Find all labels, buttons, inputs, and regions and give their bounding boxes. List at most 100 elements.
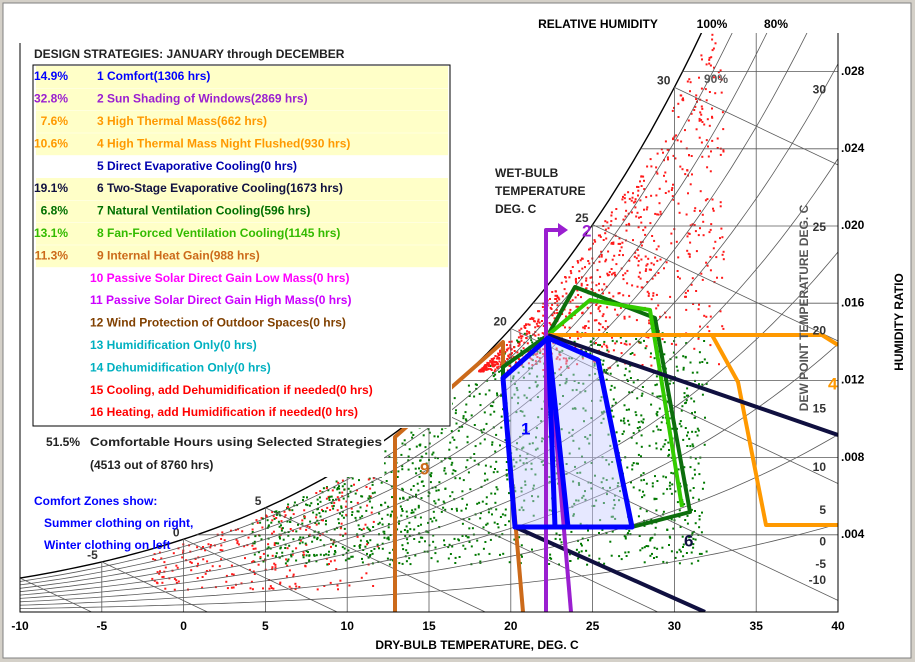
hour-dot	[668, 453, 671, 456]
hour-dot	[249, 587, 252, 590]
hour-dot	[537, 416, 540, 419]
hour-dot	[401, 562, 404, 565]
hour-dot	[654, 256, 657, 259]
hour-dot	[292, 513, 295, 516]
summary-percent: 51.5%	[46, 435, 80, 449]
hour-dot	[330, 538, 333, 541]
hour-dot	[488, 389, 491, 392]
hour-dot	[487, 531, 490, 534]
hour-dot	[319, 490, 322, 493]
hour-dot	[480, 429, 483, 432]
hour-dot	[369, 554, 372, 556]
hour-dot	[628, 529, 631, 532]
hour-dot	[279, 537, 281, 540]
hour-dot	[706, 118, 709, 121]
hour-dot	[358, 528, 361, 530]
hour-dot	[530, 339, 533, 342]
hour-dot	[718, 363, 720, 366]
hour-dot	[284, 562, 287, 565]
rh-title: RELATIVE HUMIDITY	[538, 17, 658, 31]
hour-dot	[260, 538, 263, 541]
hour-dot	[577, 305, 580, 308]
hour-dot	[337, 518, 340, 521]
wet-bulb-label: 20	[493, 315, 507, 329]
hour-dot	[531, 495, 533, 498]
hour-dot	[674, 157, 677, 160]
hour-dot	[530, 468, 533, 471]
hour-dot	[658, 395, 661, 398]
legend-entry: 12 Wind Protection of Outdoor Spaces(0 h…	[90, 316, 346, 330]
hour-dot	[488, 363, 491, 366]
hour-dot	[367, 541, 370, 544]
hour-dot	[565, 360, 568, 363]
hour-dot	[410, 488, 413, 491]
hour-dot	[600, 481, 603, 484]
hour-dot	[661, 416, 664, 419]
hour-dot	[527, 350, 530, 353]
hour-dot	[358, 546, 361, 549]
hour-dot	[525, 457, 528, 460]
hour-dot	[354, 492, 357, 495]
hour-dot	[181, 556, 184, 559]
hour-dot	[371, 492, 374, 495]
hour-dot	[688, 232, 691, 235]
hour-dot	[576, 330, 579, 333]
hour-dot	[316, 588, 319, 591]
hour-dot	[663, 174, 665, 177]
hour-dot	[657, 272, 660, 274]
hour-dot	[565, 292, 568, 295]
hour-dot	[417, 506, 420, 509]
hour-dot	[534, 353, 537, 356]
hour-dot	[152, 558, 155, 561]
hour-dot	[651, 277, 654, 280]
hour-dot	[653, 357, 656, 360]
hour-dot	[624, 535, 627, 538]
hour-dot	[384, 501, 387, 504]
hour-dot	[486, 362, 489, 365]
hour-dot	[176, 566, 179, 569]
hour-dot	[271, 519, 274, 522]
hour-dot	[571, 428, 574, 431]
hour-dot	[350, 555, 353, 558]
hour-dot	[259, 521, 262, 524]
hour-dot	[343, 547, 346, 550]
hour-dot	[588, 554, 591, 557]
hour-dot	[651, 552, 653, 555]
hour-dot	[721, 325, 724, 328]
hour-dot	[505, 344, 508, 346]
hour-dot	[508, 353, 511, 356]
hour-dot	[534, 334, 537, 337]
hour-dot	[341, 510, 344, 513]
hour-dot	[302, 556, 305, 559]
hour-dot	[449, 495, 452, 498]
hour-dot	[408, 557, 411, 560]
hour-dot	[612, 272, 615, 275]
hour-dot	[175, 581, 178, 584]
hour-dot	[656, 547, 659, 550]
hour-dot	[659, 429, 662, 431]
hour-dot	[409, 528, 412, 531]
hour-dot	[362, 535, 365, 538]
hour-dot	[525, 332, 528, 335]
hour-dot	[461, 425, 464, 428]
hour-dot	[365, 572, 368, 575]
hour-dot	[531, 364, 534, 366]
hour-dot	[468, 527, 471, 530]
hour-dot	[580, 296, 582, 299]
hour-dot	[627, 222, 630, 225]
hour-dot	[284, 514, 287, 517]
hour-dot	[410, 431, 413, 434]
hour-dot	[585, 279, 588, 282]
hour-dot	[716, 147, 719, 149]
hour-dot	[332, 507, 335, 510]
hour-dot	[689, 489, 692, 492]
hour-dot	[320, 519, 323, 522]
hour-dot	[367, 556, 370, 559]
hour-dot	[401, 510, 404, 512]
hour-dot	[328, 563, 330, 565]
hour-dot	[232, 586, 235, 589]
hour-dot	[539, 360, 542, 363]
hour-dot	[306, 525, 309, 527]
hour-dot	[517, 344, 520, 347]
hour-dot	[512, 458, 515, 461]
